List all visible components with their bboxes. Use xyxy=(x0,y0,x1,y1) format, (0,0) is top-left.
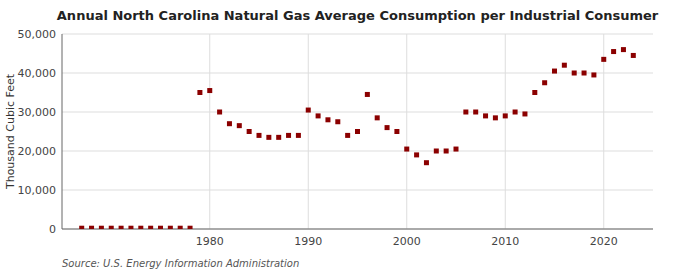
point xyxy=(178,226,183,229)
point xyxy=(473,110,478,115)
y-axis-label: Thousand Cubic Feet xyxy=(4,73,17,190)
point xyxy=(99,226,104,229)
point xyxy=(414,152,419,157)
point xyxy=(335,119,340,124)
point xyxy=(463,110,468,115)
point xyxy=(385,125,390,130)
point xyxy=(128,226,133,229)
point xyxy=(542,80,547,85)
point xyxy=(316,113,321,118)
y-tick-label: 10,000 xyxy=(18,184,57,197)
source-note: Source: U.S. Energy Information Administ… xyxy=(62,258,299,269)
points xyxy=(79,47,636,229)
point xyxy=(217,110,222,115)
point xyxy=(296,133,301,138)
chart: Annual North Carolina Natural Gas Averag… xyxy=(0,0,675,275)
point xyxy=(503,113,508,118)
point xyxy=(591,72,596,77)
y-grid-line xyxy=(62,112,653,113)
point xyxy=(119,226,124,229)
y-grid-line xyxy=(62,151,653,152)
point xyxy=(601,57,606,62)
point xyxy=(454,147,459,152)
y-tick-label: 0 xyxy=(49,223,56,236)
grid xyxy=(62,34,653,229)
point xyxy=(493,115,498,120)
x-tick-label: 2010 xyxy=(491,235,519,248)
point xyxy=(276,135,281,140)
point xyxy=(621,47,626,52)
x-tick-label: 1980 xyxy=(196,235,224,248)
point xyxy=(345,133,350,138)
point xyxy=(197,90,202,95)
point xyxy=(483,113,488,118)
y-tick-label: 30,000 xyxy=(18,106,57,119)
point xyxy=(227,121,232,126)
point xyxy=(306,108,311,113)
point xyxy=(434,149,439,154)
point xyxy=(572,71,577,76)
point xyxy=(79,226,84,229)
point xyxy=(611,49,616,54)
y-axis-line xyxy=(62,34,63,229)
point xyxy=(424,160,429,165)
point xyxy=(325,117,330,122)
point xyxy=(404,147,409,152)
x-grid-line xyxy=(406,34,407,229)
y-tick-label: 40,000 xyxy=(18,67,57,80)
point xyxy=(394,129,399,134)
title: Annual North Carolina Natural Gas Averag… xyxy=(57,8,659,23)
point xyxy=(375,115,380,120)
point xyxy=(109,226,114,229)
x-grid-line xyxy=(505,34,506,229)
x-grid-line xyxy=(209,34,210,229)
point xyxy=(158,226,163,229)
point xyxy=(532,90,537,95)
point xyxy=(365,92,370,97)
x-tick-label: 2000 xyxy=(393,235,421,248)
point xyxy=(168,226,173,229)
point xyxy=(257,133,262,138)
y-grid-line xyxy=(62,73,653,74)
point xyxy=(89,226,94,229)
point xyxy=(562,63,567,68)
point xyxy=(237,123,242,128)
y-tick-label: 20,000 xyxy=(18,145,57,158)
point xyxy=(266,135,271,140)
point xyxy=(207,88,212,93)
point xyxy=(355,129,360,134)
point xyxy=(286,133,291,138)
point xyxy=(631,53,636,58)
y-grid-line xyxy=(62,34,653,35)
y-tick-label: 50,000 xyxy=(18,28,57,41)
point xyxy=(138,226,143,229)
point xyxy=(582,71,587,76)
point xyxy=(444,149,449,154)
x-grid-line xyxy=(603,34,604,229)
point xyxy=(522,111,527,116)
point xyxy=(552,69,557,74)
y-grid-line xyxy=(62,190,653,191)
point xyxy=(247,129,252,134)
x-tick-label: 2020 xyxy=(590,235,618,248)
point xyxy=(188,226,193,229)
x-tick-label: 1990 xyxy=(294,235,322,248)
point xyxy=(148,226,153,229)
x-grid-line xyxy=(308,34,309,229)
point xyxy=(513,110,518,115)
